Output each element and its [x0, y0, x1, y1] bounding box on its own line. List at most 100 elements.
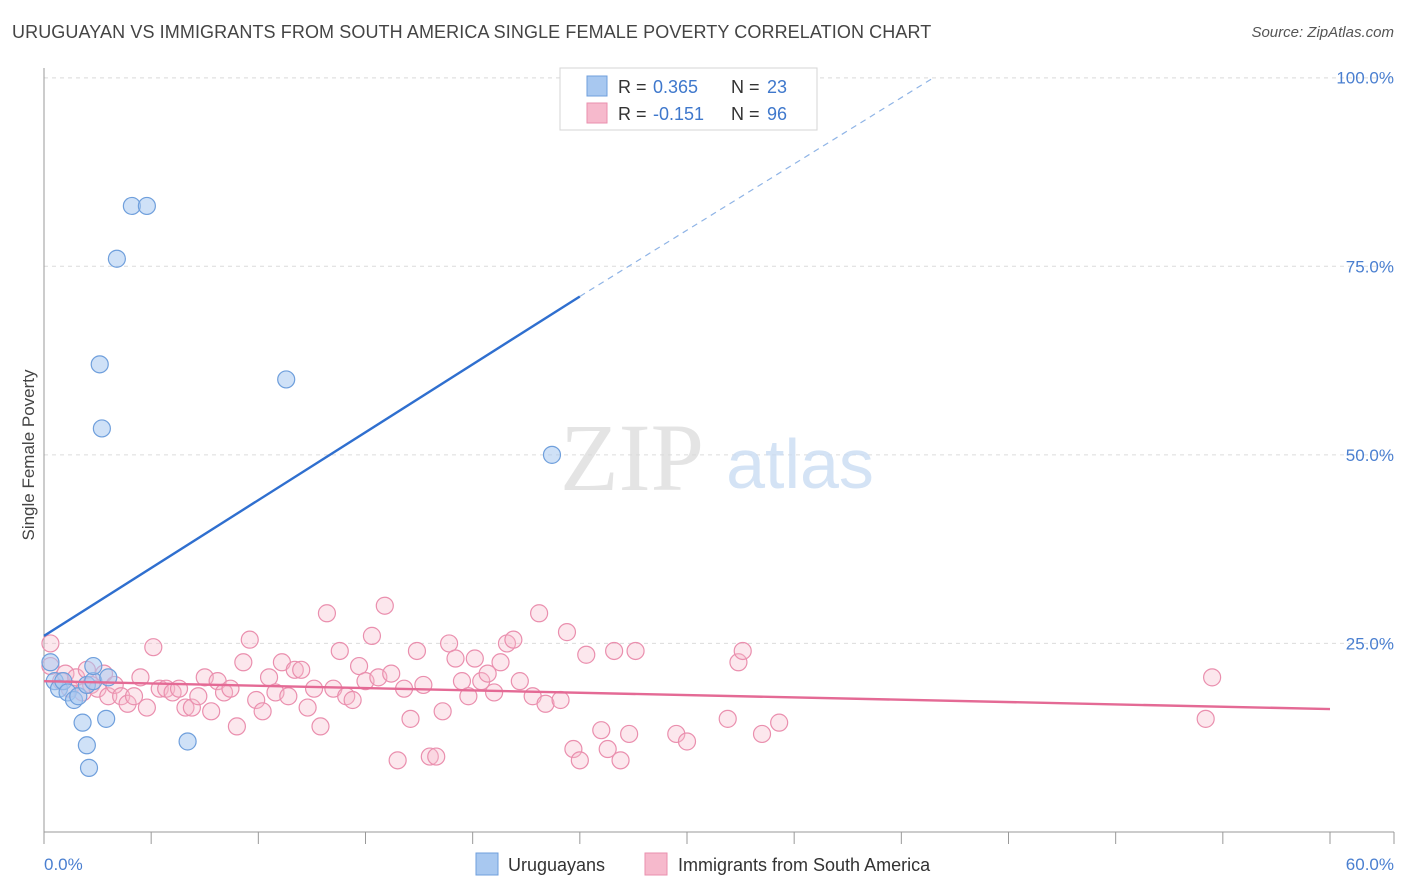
- legend-pink-n-label: N =: [731, 104, 760, 124]
- x-tick-label-min: 0.0%: [44, 855, 83, 874]
- immigrants-point-16: [131, 668, 150, 687]
- immigrants-point-47: [330, 641, 349, 661]
- immigrants-point-80: [557, 623, 577, 642]
- y-tick-label-50: 50.0%: [1346, 446, 1394, 465]
- immigrants-point-64: [439, 634, 459, 653]
- legend-pink-swatch: [586, 102, 608, 124]
- immigrants-point-22: [169, 679, 189, 698]
- immigrants-point-75: [510, 672, 529, 691]
- uruguayan-trend-line: [43, 295, 581, 637]
- immigrants-point-71: [485, 683, 504, 702]
- immigrants-point-82: [570, 751, 589, 770]
- uruguayan-point-20: [277, 370, 296, 389]
- immigrants-point-90: [667, 724, 686, 744]
- legend-pink-r-value: -0.151: [653, 104, 704, 124]
- legend-immigrants-label: Immigrants from South America: [678, 855, 931, 875]
- immigrants-point-49: [343, 690, 362, 710]
- immigrants-point-59: [407, 641, 427, 661]
- uruguayan-point-22: [178, 732, 197, 751]
- immigrants-point-54: [375, 596, 394, 615]
- immigrants-point-98: [1203, 668, 1222, 687]
- immigrants-point-88: [620, 724, 639, 744]
- immigrants-point-62: [427, 747, 446, 766]
- immigrants-point-72: [491, 653, 510, 672]
- immigrants-point-55: [382, 664, 401, 683]
- y-tick-labels: 25.0% 50.0% 75.0% 100.0%: [1336, 69, 1394, 654]
- watermark-zip: ZIP: [560, 404, 704, 511]
- immigrants-point-18: [144, 638, 163, 657]
- legend-blue-r-value: 0.365: [653, 77, 698, 97]
- immigrants-point-58: [401, 709, 420, 728]
- uruguayan-point-17: [137, 196, 156, 216]
- immigrants-point-89: [626, 641, 645, 661]
- uruguayan-trend-extension: [579, 77, 934, 297]
- immigrants-point-13: [112, 687, 131, 706]
- chart-title: URUGUAYAN VS IMMIGRANTS FROM SOUTH AMERI…: [12, 22, 932, 42]
- y-tick-label-100: 100.0%: [1336, 69, 1394, 88]
- immigrants-point-1: [41, 634, 60, 653]
- x-tick-label-max: 60.0%: [1346, 855, 1394, 874]
- legend-pink-n-value: 96: [767, 104, 787, 124]
- immigrants-point-42: [298, 698, 317, 717]
- uruguayan-point-0: [41, 653, 60, 672]
- immigrants-point-86: [605, 641, 624, 661]
- legend-blue-r-label: R =: [618, 77, 647, 97]
- immigrants-point-25: [189, 687, 208, 706]
- immigrants-point-83: [577, 645, 596, 664]
- immigrants-point-78: [536, 694, 555, 713]
- y-axis-title: Single Female Poverty: [19, 369, 38, 541]
- uruguayan-point-9: [73, 713, 92, 732]
- immigrants-point-66: [452, 672, 472, 691]
- immigrants-point-85: [598, 739, 617, 759]
- immigrants-point-97: [1196, 709, 1215, 728]
- uruguayan-point-15: [107, 249, 126, 268]
- immigrants-point-94: [733, 641, 752, 661]
- immigrants-point-95: [752, 724, 772, 744]
- immigrants-point-91: [677, 732, 697, 751]
- immigrants-point-77: [530, 604, 549, 623]
- immigrants-point-27: [202, 702, 221, 721]
- immigrants-point-96: [770, 713, 789, 732]
- legend-stats: R = 0.365 N = 23 R = -0.151 N = 96: [559, 67, 818, 131]
- immigrants-point-32: [234, 653, 253, 672]
- legend-uruguayans-label: Uruguayans: [508, 855, 605, 875]
- immigrants-point-44: [311, 717, 330, 736]
- immigrants-point-81: [564, 739, 583, 759]
- immigrants-point-67: [459, 687, 478, 706]
- immigrants-point-65: [446, 649, 465, 668]
- uruguayan-point-10: [77, 736, 96, 755]
- immigrants-point-79: [551, 690, 570, 710]
- immigrants-point-15: [124, 687, 144, 706]
- watermark-atlas: atlas: [726, 425, 874, 503]
- uruguayan-point-11: [79, 758, 99, 777]
- immigrants-point-50: [349, 656, 369, 676]
- immigrants-point-70: [478, 664, 497, 683]
- immigrants-point-31: [227, 717, 246, 736]
- immigrants-point-63: [433, 702, 452, 721]
- immigrants-point-36: [259, 668, 279, 687]
- x-axis-ticks: [43, 832, 1395, 844]
- immigrants-point-14: [118, 694, 137, 713]
- legend-pink-r-label: R =: [618, 104, 647, 124]
- immigrants-point-60: [414, 675, 433, 695]
- immigrants-point-74: [504, 630, 523, 649]
- immigrants-point-45: [317, 604, 337, 623]
- uruguayan-point-12: [84, 656, 103, 676]
- legend-blue-n-label: N =: [731, 77, 760, 97]
- immigrants-point-68: [465, 649, 484, 668]
- legend-blue-swatch: [586, 75, 608, 97]
- uruguayan-point-14: [97, 709, 116, 728]
- immigrants-point-93: [729, 653, 748, 672]
- immigrants-point-41: [292, 660, 311, 679]
- grid-lines: [44, 77, 1394, 644]
- uruguayan-point-19: [92, 419, 111, 438]
- immigrants-point-11: [99, 687, 118, 706]
- immigrants-point-61: [420, 747, 439, 766]
- immigrants-point-24: [182, 698, 201, 717]
- immigrants-point-39: [279, 687, 298, 706]
- legend-uruguayans-swatch: [475, 852, 499, 876]
- uruguayan-point-18: [90, 355, 109, 374]
- immigrants-trend-line: [43, 679, 1331, 711]
- immigrants-point-17: [137, 698, 156, 717]
